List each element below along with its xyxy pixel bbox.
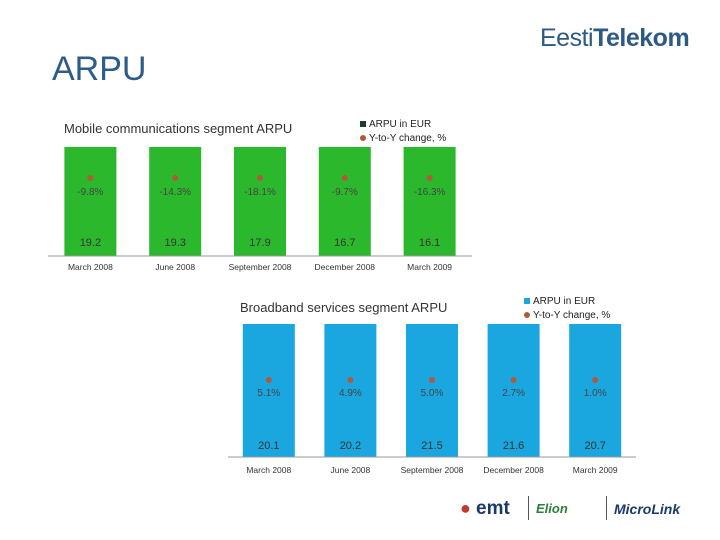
legend-label: ARPU in EUR — [533, 296, 596, 307]
mobile-yoy-point — [87, 175, 94, 181]
broadband-category-label: June 2008 — [331, 465, 371, 475]
emt-logo: emt — [476, 498, 510, 519]
eesti-telekom-logo: EestiTelekom — [540, 24, 690, 52]
broadband-yoy-label: 5.1% — [257, 388, 280, 399]
broadband-value-label: 21.6 — [503, 440, 524, 452]
broadband-yoy-label: 2.7% — [502, 388, 525, 399]
mobile-yoy-label: -14.3% — [159, 187, 191, 198]
legend-dot — [524, 312, 530, 319]
mobile-chart-legend: ARPU in EUR Y-to-Y change, % — [360, 118, 446, 146]
broadband-bar — [242, 324, 295, 457]
broadband-bar — [487, 324, 540, 457]
mobile-yoy-label: -16.3% — [414, 187, 446, 198]
broadband-bar — [406, 324, 458, 457]
broadband-bar — [324, 324, 377, 457]
broadband-yoy-point — [347, 377, 354, 383]
mobile-chart-title: Mobile communications segment ARPU — [64, 121, 293, 136]
brand-logos: ● emt Elion MicroLink — [460, 494, 700, 524]
legend-label: Y-to-Y change, % — [369, 133, 447, 144]
mobile-category-label: March 2009 — [407, 262, 452, 272]
legend-dot — [360, 135, 366, 142]
page-title: ARPU — [52, 50, 147, 88]
mobile-yoy-label: -9.7% — [332, 187, 358, 198]
mobile-yoy-label: -18.1% — [244, 187, 276, 198]
mobile-bar — [318, 147, 371, 256]
mobile-value-label: 19.3 — [164, 237, 185, 249]
broadband-yoy-point — [592, 377, 599, 383]
broadband-yoy-label: 1.0% — [584, 388, 607, 399]
broadband-chart-title: Broadband services segment ARPU — [240, 300, 448, 315]
microlink-logo: MicroLink — [614, 501, 681, 517]
mobile-category-label: September 2008 — [229, 262, 292, 272]
mobile-bar — [149, 147, 202, 256]
mobile-yoy-point — [172, 175, 179, 181]
broadband-category-label: September 2008 — [401, 465, 464, 475]
broadband-yoy-point — [265, 377, 272, 383]
broadband-value-label: 20.7 — [584, 440, 605, 452]
mobile-yoy-point — [341, 175, 348, 181]
mobile-yoy-label: -9.8% — [77, 187, 103, 198]
legend-swatch — [360, 121, 366, 128]
mobile-value-label: 17.9 — [249, 237, 270, 249]
legend-item-yoy: Y-to-Y change, % — [360, 132, 446, 146]
brand-divider — [606, 496, 607, 520]
broadband-value-label: 21.5 — [421, 440, 442, 452]
mobile-category-label: June 2008 — [155, 262, 195, 272]
mobile-yoy-point — [257, 175, 263, 181]
legend-item-arpu: ARPU in EUR — [360, 118, 446, 132]
legend-label: Y-to-Y change, % — [533, 310, 611, 321]
broadband-category-label: December 2008 — [483, 465, 544, 475]
mobile-bar — [403, 147, 456, 256]
elion-logo: Elion — [536, 501, 568, 516]
broadband-chart-legend: ARPU in EUR Y-to-Y change, % — [524, 295, 610, 323]
broadband-value-label: 20.2 — [340, 440, 361, 452]
legend-item-yoy: Y-to-Y change, % — [524, 309, 610, 323]
broadband-category-label: March 2008 — [246, 465, 291, 475]
mobile-bar — [64, 147, 117, 256]
broadband-value-label: 20.1 — [258, 440, 279, 452]
mobile-value-label: 19.2 — [80, 237, 101, 249]
mobile-value-label: 16.7 — [334, 237, 355, 249]
legend-label: ARPU in EUR — [369, 119, 432, 130]
broadband-bar — [569, 324, 622, 457]
mobile-bar — [234, 147, 286, 256]
mobile-category-label: December 2008 — [315, 262, 376, 272]
broadband-yoy-point — [510, 377, 517, 383]
legend-item-arpu: ARPU in EUR — [524, 295, 610, 309]
mobile-value-label: 16.1 — [419, 237, 440, 249]
broadband-yoy-label: 5.0% — [421, 388, 444, 399]
emt-logo-mark: ● — [460, 498, 471, 518]
legend-swatch — [524, 298, 530, 305]
broadband-category-label: March 2009 — [573, 465, 618, 475]
mobile-category-label: March 2008 — [68, 262, 113, 272]
broadband-yoy-point — [429, 377, 435, 383]
broadband-yoy-label: 4.9% — [339, 388, 362, 399]
mobile-yoy-point — [426, 175, 433, 181]
brand-divider — [528, 496, 529, 520]
